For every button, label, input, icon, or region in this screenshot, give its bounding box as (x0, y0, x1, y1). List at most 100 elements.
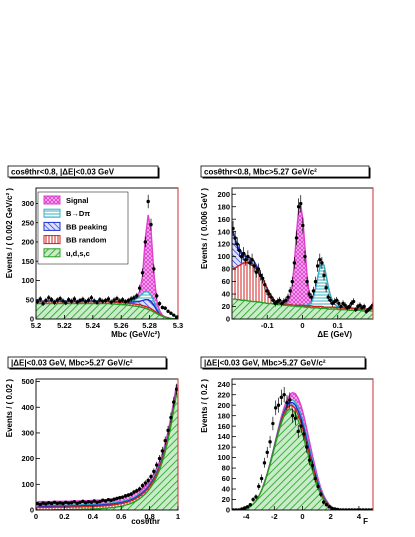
data-point (322, 273, 326, 278)
data-point (307, 292, 311, 296)
data-point (140, 271, 145, 275)
data-point (296, 429, 300, 434)
curve-u,d,s,c (37, 302, 177, 319)
y-tick-label: 300 (21, 429, 34, 438)
data-point (252, 264, 256, 268)
data-point (155, 294, 159, 298)
data-point (302, 432, 306, 436)
data-point (166, 309, 170, 313)
data-point (135, 294, 139, 298)
data-point (354, 307, 358, 312)
data-point (66, 501, 71, 505)
y-axis-label: Events / ( 0.002 GeV/c² ) (5, 188, 14, 279)
data-point (263, 282, 267, 287)
data-point (303, 254, 307, 259)
data-point (318, 258, 322, 262)
legend-swatch-signal (43, 195, 61, 205)
data-point (55, 298, 59, 302)
data-point (52, 300, 57, 305)
y-tick-label: 40 (222, 485, 230, 494)
data-point (61, 501, 65, 506)
y-tick-label: 400 (21, 403, 34, 412)
chart-title: cosθthr<0.8, |ΔE|<0.03 GeV (11, 167, 115, 176)
data-point (66, 298, 71, 302)
y-axis-label: Events / ( 0.006 GeV ) (200, 188, 209, 269)
data-point (118, 495, 122, 500)
chart-title: |ΔE|<0.03 GeV, Mbc>5.27 GeV/c² (204, 358, 326, 367)
area-u,d,s,c (36, 393, 178, 510)
data-point (81, 297, 85, 302)
data-point (343, 303, 347, 307)
data-point (101, 299, 105, 303)
legend-swatch-bdpi (43, 208, 61, 218)
data-point (235, 242, 239, 246)
data-point (290, 279, 294, 284)
data-point (143, 240, 148, 244)
data-point (370, 303, 373, 307)
y-tick-label: 60 (222, 474, 230, 483)
data-point (315, 264, 320, 268)
data-point (126, 298, 130, 303)
data-point (240, 507, 244, 510)
data-point (339, 304, 343, 309)
data-point (84, 299, 88, 304)
y-tick-label: 20 (222, 495, 230, 504)
data-point (316, 484, 320, 489)
data-point (169, 415, 173, 420)
data-point (118, 299, 122, 303)
data-point (267, 292, 271, 296)
data-point (89, 296, 94, 300)
data-point (265, 450, 269, 455)
data-point (55, 501, 59, 506)
x-axis-label: F (363, 517, 368, 526)
data-point (152, 267, 156, 271)
y-tick-label: 180 (217, 411, 230, 420)
y-tick-label: 0 (30, 315, 34, 324)
data-point (129, 492, 133, 496)
plot-area (36, 383, 178, 510)
data-point (103, 298, 108, 303)
data-point (101, 498, 105, 502)
x-tick-label: 5.28 (142, 321, 157, 330)
data-point (368, 306, 373, 310)
y-tick-label: 200 (21, 238, 34, 247)
data-point (310, 463, 315, 468)
x-tick-label: -0.1 (261, 321, 274, 330)
data-point (274, 406, 278, 410)
data-point (362, 304, 366, 309)
data-point (166, 428, 170, 433)
y-tick-label: 50 (26, 295, 34, 304)
data-point (89, 500, 94, 504)
y-tick-label: 200 (21, 454, 34, 463)
data-point (132, 296, 136, 300)
data-point (49, 501, 54, 506)
data-point (172, 400, 176, 404)
legend-label-udsc: u,d,s,c (66, 249, 90, 258)
legend-swatch-udsc (43, 248, 61, 258)
data-point (321, 500, 326, 504)
data-point (241, 251, 246, 256)
x-tick-label: 5.3 (173, 321, 183, 330)
data-point (246, 254, 250, 259)
y-tick-label: 120 (217, 443, 230, 452)
x-tick-label: 0.2 (59, 512, 69, 521)
data-point (81, 499, 85, 503)
data-point (313, 279, 318, 284)
data-point (337, 301, 341, 306)
x-tick-label: 5.2 (31, 321, 41, 330)
data-point (72, 500, 77, 504)
y-tick-label: 220 (217, 390, 230, 399)
data-point (309, 295, 314, 299)
data-point (75, 300, 79, 304)
x-axis-label: ΔE (GeV) (317, 330, 352, 339)
data-point (242, 506, 247, 510)
data-point (276, 403, 281, 407)
data-point (237, 248, 242, 253)
data-point (262, 461, 267, 465)
x-tick-label: -4 (243, 512, 250, 521)
data-point (269, 295, 273, 299)
x-tick-label: 5.26 (114, 321, 129, 330)
y-tick-label: 0 (226, 506, 230, 515)
chart-title: cosθthr<0.8, Mbc>5.27 GeV/c² (204, 167, 317, 176)
data-point (109, 300, 113, 304)
